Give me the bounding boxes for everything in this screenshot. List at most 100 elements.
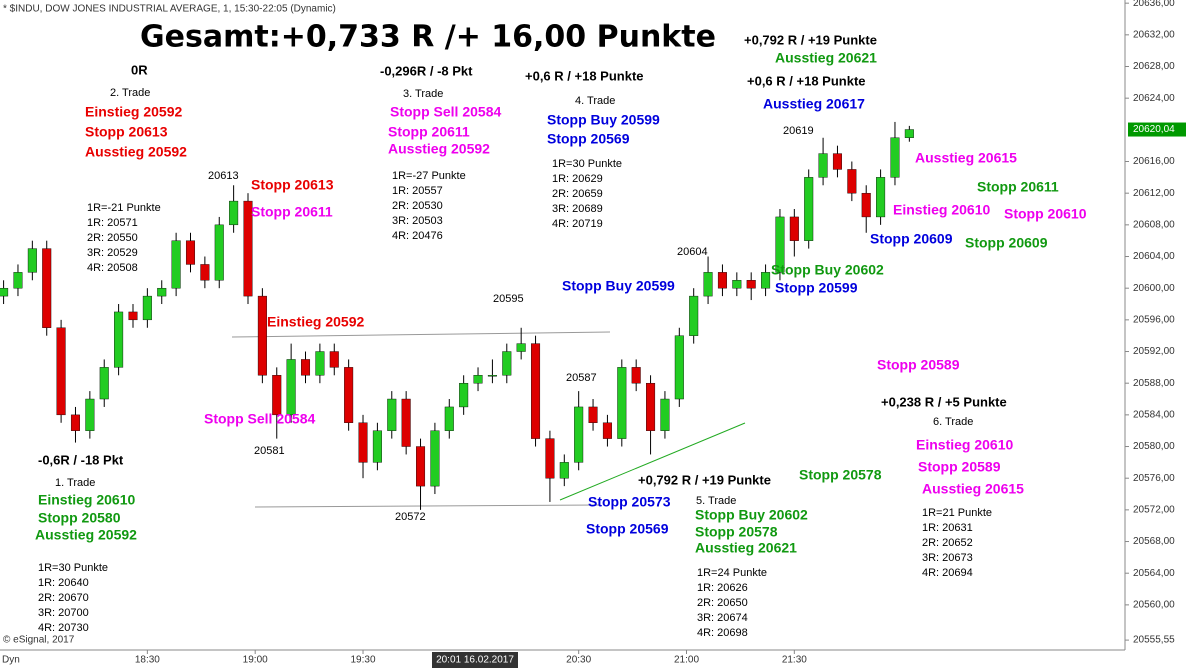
candle-body (387, 398, 397, 431)
candle-body (27, 248, 37, 273)
y-tick-label: 20564,00 (1133, 568, 1175, 579)
annotation: 2. Trade (110, 87, 150, 99)
y-tick-label: 20580,00 (1133, 441, 1175, 452)
annotation: Ausstieg 20617 (763, 96, 865, 112)
annotation: 1R: 20631 (922, 522, 973, 534)
candle-body (214, 224, 224, 281)
candle-body (775, 216, 785, 273)
annotation: Ausstieg 20615 (922, 481, 1024, 497)
candle-body (401, 398, 411, 447)
annotation: Einstieg 20592 (85, 104, 182, 120)
annotation: Stopp Sell 20584 (204, 411, 315, 427)
annotation: Stopp Buy 20602 (771, 262, 884, 278)
candle-body (42, 248, 52, 328)
annotation: 3R: 20700 (38, 607, 89, 619)
candle-body (631, 367, 641, 384)
annotation: +0,6 R / +18 Punkte (525, 68, 644, 83)
candle-body (703, 272, 713, 297)
candle-body (459, 382, 469, 408)
candle-body (804, 177, 814, 241)
annotation: 1R: 20626 (697, 582, 748, 594)
annotation: Stopp 20580 (38, 510, 121, 526)
candle-body (761, 272, 771, 289)
annotation: 20613 (208, 170, 239, 182)
annotation: Stopp 20578 (799, 467, 882, 483)
candle-body (689, 295, 699, 336)
candle-body (416, 446, 426, 487)
x-tick-label: 19:30 (351, 655, 376, 666)
candle-body (904, 129, 914, 138)
annotation: Ausstieg 20615 (915, 150, 1017, 166)
annotation: Einstieg 20610 (38, 492, 135, 508)
y-tick-label: 20568,00 (1133, 536, 1175, 547)
candle-body (617, 367, 627, 439)
candle-body (142, 295, 152, 321)
annotation: 4R: 20508 (87, 262, 138, 274)
annotation: 1R=24 Punkte (697, 567, 767, 579)
candle-body (171, 240, 181, 289)
resistance-line (231, 331, 611, 338)
chart-title: Gesamt:+0,733 R /+ 16,00 Punkte (140, 20, 716, 55)
annotation: 1R=-21 Punkte (87, 202, 161, 214)
annotation: 1. Trade (55, 477, 95, 489)
candle-body (70, 414, 80, 431)
annotation: Stopp 20569 (547, 131, 630, 147)
annotation: Einstieg 20592 (267, 314, 364, 330)
candle-body (746, 280, 756, 289)
annotation: Einstieg 20610 (916, 437, 1013, 453)
annotation: 20572 (395, 511, 426, 523)
y-tick-label: 20584,00 (1133, 410, 1175, 421)
candle-body (157, 287, 167, 297)
annotation: +0,6 R / +18 Punkte (747, 73, 866, 88)
annotation: Stopp 20589 (877, 357, 960, 373)
annotation: Stopp 20609 (965, 235, 1048, 251)
last-price-label: 20620,04 (1133, 124, 1175, 135)
candle-body (487, 375, 497, 377)
annotation: Stopp 20578 (695, 524, 778, 540)
candle-body (358, 422, 368, 463)
annotation: 4R: 20719 (552, 218, 603, 230)
y-tick-label: 20576,00 (1133, 473, 1175, 484)
annotation: 4R: 20694 (922, 567, 973, 579)
annotation: 1R=30 Punkte (38, 562, 108, 574)
annotation: Stopp 20573 (588, 494, 671, 510)
candle-body (847, 169, 857, 194)
candle-body (13, 272, 23, 289)
candle-body (300, 359, 311, 376)
candle-body (243, 200, 253, 297)
candle-body (674, 335, 684, 400)
dyn-label: Dyn (2, 655, 20, 666)
y-tick-label: 20588,00 (1133, 378, 1175, 389)
candle-body (372, 430, 382, 463)
annotation: -0,6R / -18 Pkt (38, 452, 124, 467)
annotation: Stopp 20613 (85, 124, 168, 140)
annotation: Stopp 20611 (251, 204, 333, 220)
annotation: 1R: 20640 (38, 577, 89, 589)
annotation: 3R: 20503 (392, 215, 443, 227)
annotation: Ausstieg 20621 (775, 50, 877, 66)
annotation: +0,792 R / +19 Punkte (744, 32, 877, 47)
annotation: 1R=30 Punkte (552, 158, 622, 170)
annotation: Einstieg 20610 (893, 202, 990, 218)
candle-body (660, 398, 670, 431)
candle-body (286, 359, 296, 416)
copyright: © eSignal, 2017 (3, 635, 75, 646)
annotation: 20619 (783, 125, 814, 137)
candle-body (832, 153, 842, 170)
annotation: 20604 (677, 246, 708, 258)
annotation: 1R: 20557 (392, 185, 443, 197)
trend-line (559, 422, 746, 501)
candle-body (890, 137, 900, 178)
candle-body (473, 375, 483, 384)
annotation: Ausstieg 20592 (35, 527, 137, 543)
candle-body (602, 422, 612, 439)
annotation: 2R: 20550 (87, 232, 138, 244)
annotation: Stopp 20611 (977, 179, 1059, 195)
header: * $INDU, DOW JONES INDUSTRIAL AVERAGE, 1… (3, 4, 336, 15)
x-tick-label: 21:00 (674, 655, 699, 666)
candle-body (559, 462, 569, 479)
annotation: Stopp 20599 (775, 280, 858, 296)
last-price-box (1128, 122, 1186, 137)
y-tick-label: 20632,00 (1133, 29, 1175, 40)
